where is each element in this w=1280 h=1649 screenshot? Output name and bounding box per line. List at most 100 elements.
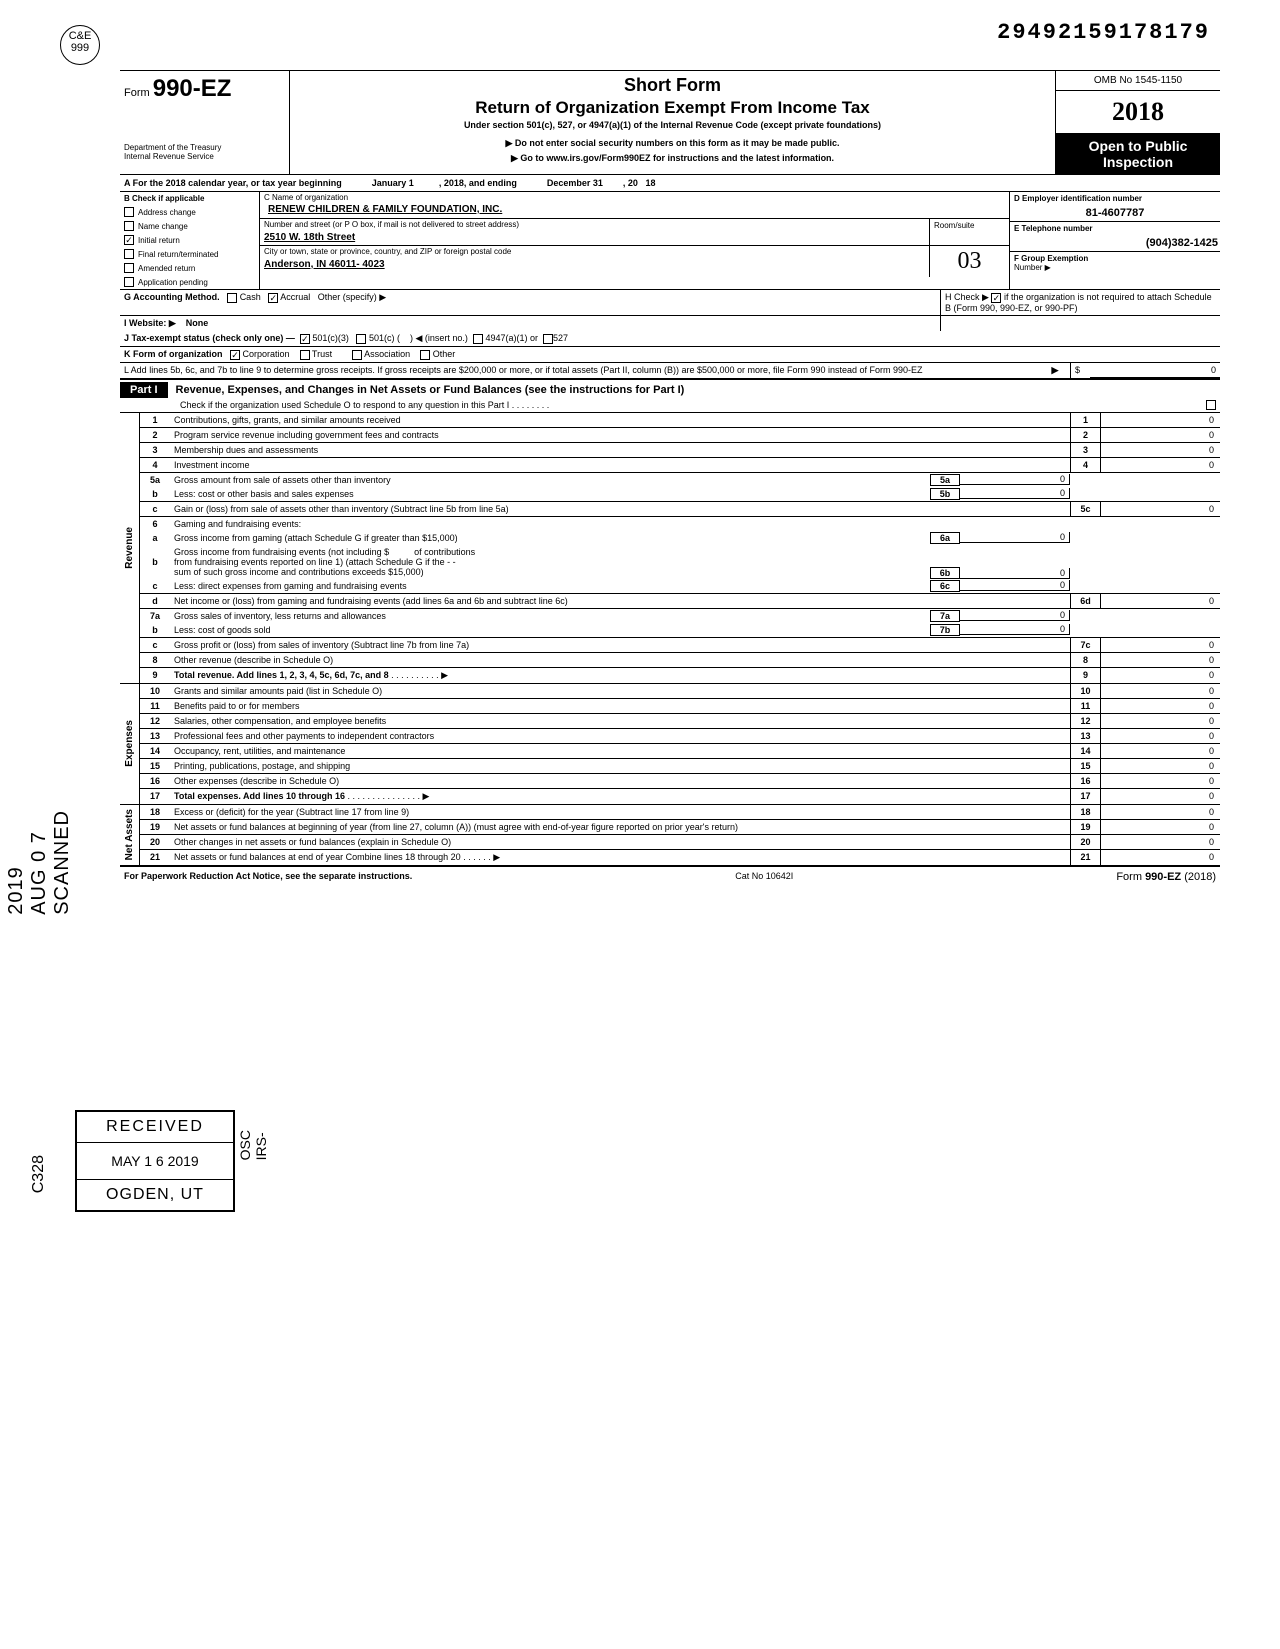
form-header-left: Form 990-EZ Department of the Treasury I… <box>120 71 290 174</box>
checkbox-initial[interactable]: ✓ <box>124 235 134 245</box>
line-16-desc: Other expenses (describe in Schedule O) <box>170 774 1070 788</box>
org-city-label: City or town, state or province, country… <box>260 246 929 257</box>
ein-label: D Employer identification number <box>1010 192 1220 205</box>
line-11: 11Benefits paid to or for members110 <box>140 698 1220 713</box>
line-21: 21Net assets or fund balances at end of … <box>140 849 1220 865</box>
line-6b-pre: Gross income from fundraising events (no… <box>174 547 389 557</box>
checkbox-association[interactable] <box>352 350 362 360</box>
line-7c-box: 7c <box>1070 638 1100 652</box>
label-name-change: Name change <box>138 222 188 231</box>
label-cash: Cash <box>240 292 261 302</box>
line-14-amt: 0 <box>1100 744 1220 758</box>
line-7c-amt: 0 <box>1100 638 1220 652</box>
checkbox-4947[interactable] <box>473 334 483 344</box>
line-3: 3Membership dues and assessments30 <box>140 442 1220 457</box>
received-date: MAY 1 6 2019 <box>77 1143 233 1180</box>
line-6d-desc: Net income or (loss) from gaming and fun… <box>170 594 1070 608</box>
line-20: 20Other changes in net assets or fund ba… <box>140 834 1220 849</box>
checkbox-schedule-o[interactable] <box>1206 400 1216 410</box>
line-8-box: 8 <box>1070 653 1100 667</box>
g-label: G Accounting Method. <box>124 292 220 302</box>
line-11-desc: Benefits paid to or for members <box>170 699 1070 713</box>
line-7a-desc: Gross sales of inventory, less returns a… <box>170 609 930 623</box>
line-5b-desc: Less: cost or other basis and sales expe… <box>170 487 930 501</box>
form-prefix: Form <box>124 87 150 99</box>
logo-line2: 999 <box>71 42 89 54</box>
line-5b-box: 5b <box>930 488 960 500</box>
line-6c-desc: Less: direct expenses from gaming and fu… <box>170 579 930 593</box>
org-city-section: City or town, state or province, country… <box>260 246 1009 277</box>
label-application-pending: Application pending <box>138 278 208 287</box>
k-section: K Form of organization ✓ Corporation Tru… <box>120 347 1220 362</box>
org-addr-value: 2510 W. 18th Street <box>260 230 929 245</box>
checkbox-other-org[interactable] <box>420 350 430 360</box>
line-21-amt: 0 <box>1100 850 1220 865</box>
checkbox-501c[interactable] <box>356 334 366 344</box>
ein-label-text: D Employer identification number <box>1014 194 1142 203</box>
row-a-yr: 18 <box>645 178 655 188</box>
line-10-amt: 0 <box>1100 684 1220 698</box>
tel-value: (904)382-1425 <box>1010 235 1220 252</box>
form-page: 29492159178179 C&E 999 Form 990-EZ Depar… <box>0 0 1280 907</box>
line-5c-box: 5c <box>1070 502 1100 516</box>
line-7c: cGross profit or (loss) from sales of in… <box>140 637 1220 652</box>
line-16-amt: 0 <box>1100 774 1220 788</box>
checkbox-accrual[interactable]: ✓ <box>268 293 278 303</box>
line-6c-box: 6c <box>930 580 960 592</box>
line-5b: bLess: cost or other basis and sales exp… <box>140 487 1220 501</box>
form-number-value: 990-EZ <box>153 75 232 102</box>
revenue-label: Revenue <box>124 527 135 569</box>
line-7b-desc: Less: cost of goods sold <box>170 623 930 637</box>
col-b-header: B Check if applicable <box>120 192 259 205</box>
line-5b-amt: 0 <box>960 488 1070 499</box>
check-name-change: Name change <box>120 219 259 233</box>
line-5c-desc: Gain or (loss) from sale of assets other… <box>170 502 1070 516</box>
expenses-vert-label: Expenses <box>120 684 140 804</box>
l-arrow: ▶ <box>1040 363 1070 378</box>
line-3-box: 3 <box>1070 443 1100 457</box>
k-label: K Form of organization <box>124 349 223 359</box>
checkbox-name[interactable] <box>124 221 134 231</box>
line-19: 19Net assets or fund balances at beginni… <box>140 819 1220 834</box>
line-14: 14Occupancy, rent, utilities, and mainte… <box>140 743 1220 758</box>
expenses-label: Expenses <box>124 720 135 767</box>
check-initial-return: ✓Initial return <box>120 233 259 247</box>
checkbox-501c3[interactable]: ✓ <box>300 334 310 344</box>
checkbox-cash[interactable] <box>227 293 237 303</box>
line-8-desc: Other revenue (describe in Schedule O) <box>170 653 1070 667</box>
line-7b: bLess: cost of goods sold7b0 <box>140 623 1220 637</box>
line-12-desc: Salaries, other compensation, and employ… <box>170 714 1070 728</box>
footer-mid: Cat No 10642I <box>735 871 793 883</box>
col-b-checkboxes: B Check if applicable Address change Nam… <box>120 192 260 289</box>
checkbox-trust[interactable] <box>300 350 310 360</box>
checkbox-final[interactable] <box>124 249 134 259</box>
line-6b-desc: Gross income from fundraising events (no… <box>170 545 930 579</box>
line-6a-amt: 0 <box>960 532 1070 543</box>
line-6a-box: 6a <box>930 532 960 544</box>
form-subtitle: Under section 501(c), 527, or 4947(a)(1)… <box>300 120 1045 130</box>
room-label: Room/suite <box>934 221 974 230</box>
line-17-box: 17 <box>1070 789 1100 804</box>
group-exemption: F Group Exemption Number ▶ <box>1010 252 1220 274</box>
line-6c-amt: 0 <box>960 580 1070 591</box>
row-a-prefix: A For the 2018 calendar year, or tax yea… <box>124 178 342 188</box>
checkbox-pending[interactable] <box>124 277 134 287</box>
checkbox-amended[interactable] <box>124 263 134 273</box>
j-label: J Tax-exempt status (check only one) — <box>124 333 295 343</box>
l-text: L Add lines 5b, 6c, and 7b to line 9 to … <box>120 363 1040 378</box>
form-number: Form 990-EZ <box>124 75 285 103</box>
row-g-accounting: G Accounting Method. Cash ✓ Accrual Othe… <box>120 290 1220 316</box>
net-assets-lines: 18Excess or (deficit) for the year (Subt… <box>140 805 1220 865</box>
row-l-gross-receipts: L Add lines 5b, 6c, and 7b to line 9 to … <box>120 363 1220 380</box>
org-name-label: C Name of organization <box>264 193 348 202</box>
row-a-begin: January 1 <box>372 178 414 188</box>
checkbox-address[interactable] <box>124 207 134 217</box>
line-19-box: 19 <box>1070 820 1100 834</box>
line-12-box: 12 <box>1070 714 1100 728</box>
line-7b-amt: 0 <box>960 624 1070 635</box>
checkbox-corporation[interactable]: ✓ <box>230 350 240 360</box>
checkbox-527[interactable] <box>543 334 553 344</box>
checkbox-schedule-b[interactable]: ✓ <box>991 293 1001 303</box>
line-15-desc: Printing, publications, postage, and shi… <box>170 759 1070 773</box>
net-assets-section: Net Assets 18Excess or (deficit) for the… <box>120 805 1220 865</box>
